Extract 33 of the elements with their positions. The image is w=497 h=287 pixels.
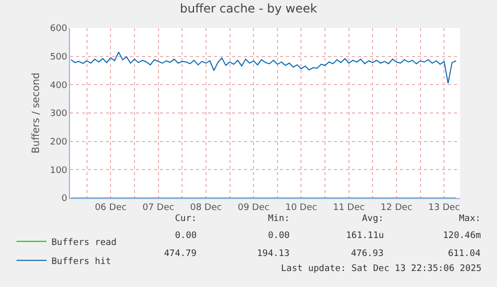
chart-title: buffer cache - by week [180, 2, 318, 16]
text: 161.11u [346, 231, 384, 241]
x-tick-label: 11 Dec [332, 202, 365, 213]
y-tick-label: 100 [50, 166, 68, 176]
legend-label: Buffers hit [52, 256, 112, 267]
text: Cur: [175, 214, 197, 224]
line-series [70, 52, 457, 84]
text: Last update: Sat Dec 13 22:35:06 2025 [281, 264, 482, 274]
x-tick-label: 09 Dec [238, 202, 270, 213]
y-tick-label: 500 [50, 52, 68, 62]
x-tick-label: 06 Dec [94, 202, 127, 213]
x-tick-label: 12 Dec [380, 202, 412, 213]
y-tick-label: 200 [50, 137, 68, 148]
text: Max: [459, 214, 481, 224]
text: 476.93 [351, 249, 384, 259]
text: 194.13 [257, 249, 290, 259]
text: 120.46m [443, 231, 481, 241]
text: Avg: [362, 214, 384, 224]
x-tick-label: 08 Dec [190, 202, 222, 213]
x-tick-label: 07 Dec [142, 202, 174, 213]
y-tick-label: 400 [50, 80, 68, 91]
y-tick-label: 300 [50, 109, 68, 120]
text: 611.04 [448, 249, 481, 259]
x-tick-label: 13 Dec [428, 202, 460, 213]
legend-label: Buffers read [52, 238, 117, 248]
x-tick-label: 10 Dec [285, 202, 318, 213]
y-axis-title: Buffers / second [31, 72, 42, 154]
y-tick-label: 600 [50, 24, 68, 34]
text: 0.00 [268, 231, 290, 241]
text: 474.79 [164, 249, 197, 259]
text: Min: [268, 214, 290, 224]
text: 0.00 [175, 231, 197, 241]
y-tick-label: 0 [61, 194, 68, 204]
